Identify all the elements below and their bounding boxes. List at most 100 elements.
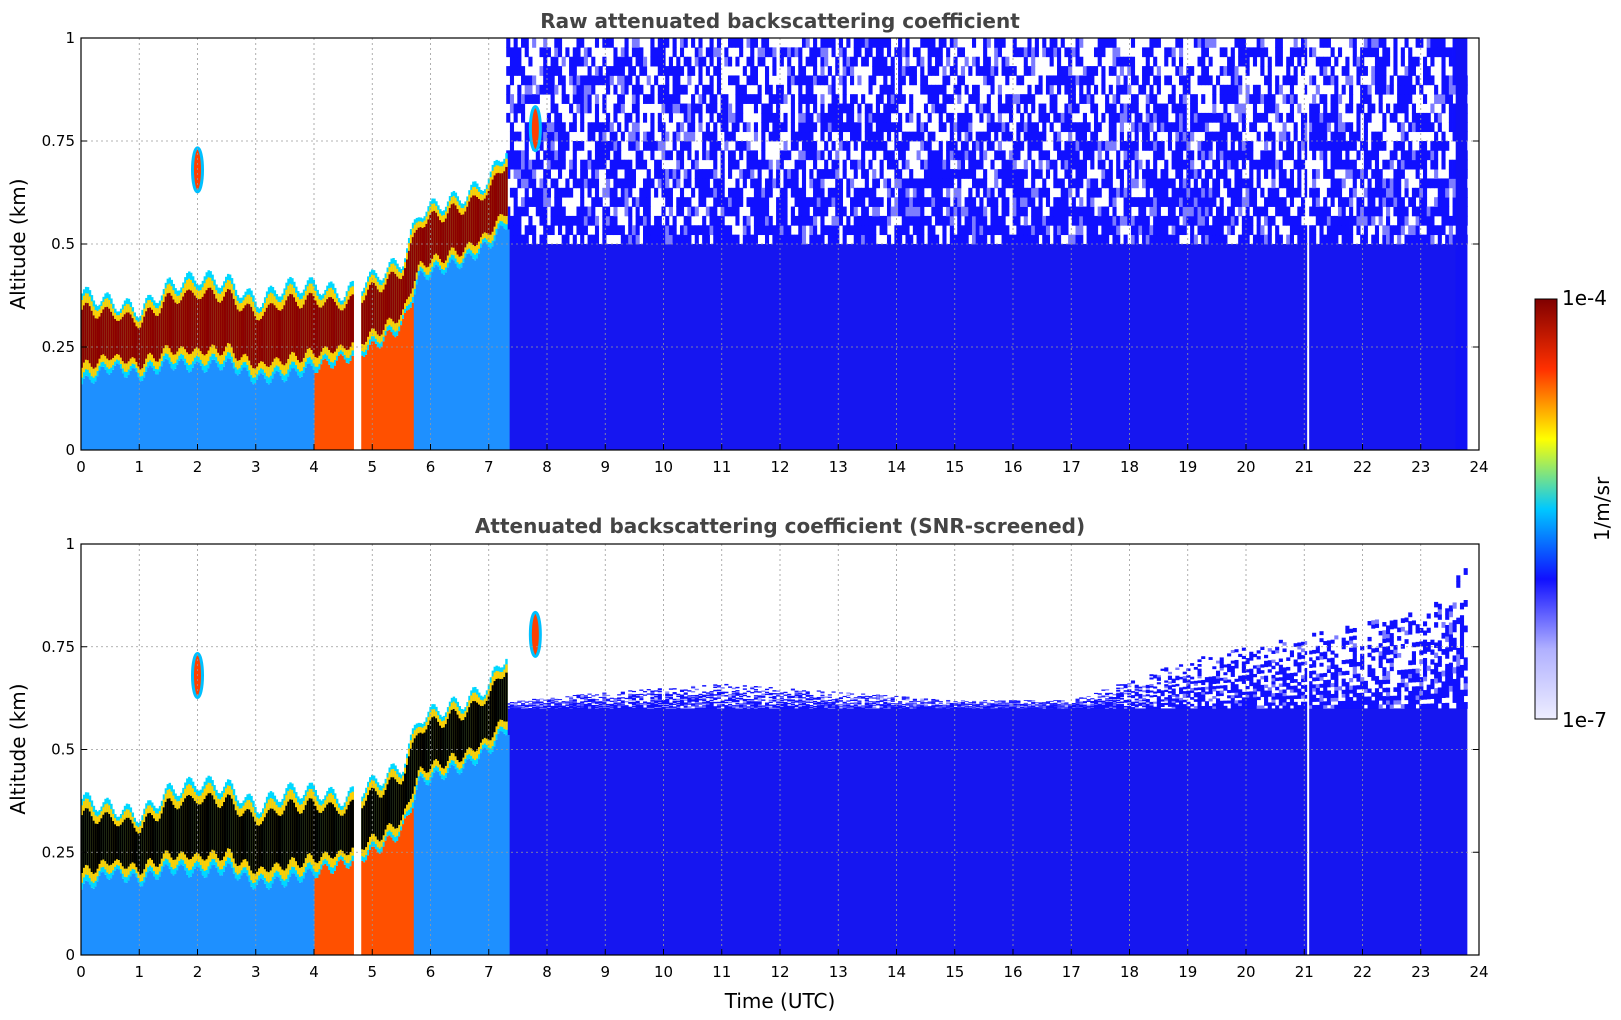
noise-cell <box>624 697 629 700</box>
noise-cell <box>683 103 688 114</box>
noise-cell <box>539 159 544 170</box>
y-tick-label: 0.75 <box>42 132 75 150</box>
noise-cell <box>1400 150 1405 161</box>
noise-cell <box>1215 178 1221 189</box>
noise-cell <box>1057 84 1062 95</box>
layer-core <box>112 315 115 358</box>
noise-cell <box>831 112 836 123</box>
layer-core <box>394 273 397 324</box>
noise-cell <box>1167 206 1173 217</box>
noise-cell <box>631 690 637 693</box>
noise-cell <box>953 56 958 67</box>
noise-cell <box>853 234 858 245</box>
noise-cell <box>1415 206 1420 217</box>
noise-cell <box>1034 234 1039 245</box>
surface-aerosol <box>86 376 90 450</box>
noise-cell <box>1071 84 1076 95</box>
noise-cell <box>580 112 585 123</box>
noise-cell <box>1386 103 1391 114</box>
surface-aerosol <box>332 368 335 450</box>
noise-cell <box>946 178 951 189</box>
noise-cell <box>1419 122 1424 133</box>
noise-cell <box>521 706 526 708</box>
noise-cell <box>735 103 740 114</box>
noise-cell <box>1337 141 1343 151</box>
surface-aerosol <box>143 377 146 450</box>
noise-cell <box>672 234 677 245</box>
noise-cell <box>768 178 773 189</box>
noise-cell <box>546 225 551 236</box>
noise-cell <box>801 206 807 217</box>
noise-cell <box>1422 159 1428 170</box>
noise-cell <box>920 234 925 245</box>
noise-cell <box>898 112 903 123</box>
noise-cell <box>1389 197 1394 207</box>
noise-cell <box>1293 215 1298 226</box>
noise-cell <box>550 706 555 708</box>
noise-cell <box>668 234 673 245</box>
y-tick-label: 0 <box>65 441 75 459</box>
noise-cell <box>1278 206 1283 217</box>
noise-cell <box>846 66 851 76</box>
noise-cell <box>757 225 762 236</box>
noise-cell <box>1445 187 1450 198</box>
noise-cell <box>509 234 515 245</box>
noise-cell <box>1175 141 1180 151</box>
noise-cell <box>735 159 740 170</box>
noise-cell <box>1371 234 1376 245</box>
noise-cell <box>1230 94 1235 104</box>
noise-cell <box>639 66 644 76</box>
noise-cell <box>1167 131 1173 142</box>
noise-cell <box>753 75 758 86</box>
noise-cell <box>546 150 551 161</box>
noise-cell <box>591 131 596 142</box>
noise-cell <box>716 234 722 245</box>
noise-cell <box>1304 178 1309 189</box>
noise-cell <box>1186 159 1191 170</box>
noise-cell <box>824 206 829 217</box>
noise-cell <box>1079 234 1084 245</box>
noise-cell <box>513 47 518 58</box>
noise-cell <box>524 197 529 207</box>
noise-cell <box>1367 159 1372 170</box>
layer-core <box>263 311 267 364</box>
noise-cell <box>1238 84 1243 95</box>
noise-cell <box>1156 141 1161 151</box>
noise-cell <box>646 706 651 708</box>
noise-cell <box>635 694 640 696</box>
noise-cell <box>631 47 637 58</box>
layer-core <box>437 216 440 256</box>
noise-cell <box>646 169 651 179</box>
noise-cell <box>550 702 555 704</box>
noise-cell <box>920 178 925 189</box>
noise-cell <box>912 47 917 58</box>
noise-cell <box>1404 215 1409 226</box>
noise-cell <box>883 225 888 236</box>
noise-cell <box>1020 234 1025 245</box>
surface-aerosol <box>287 376 290 450</box>
noise-cell <box>1234 150 1239 161</box>
noise-cell <box>572 141 577 151</box>
noise-cell <box>764 122 770 133</box>
noise-cell <box>513 66 518 76</box>
noise-cell <box>1167 94 1173 104</box>
noise-cell <box>1171 234 1176 245</box>
noise-cell <box>587 696 592 699</box>
noise-cell <box>609 169 614 179</box>
noise-cell <box>631 178 637 189</box>
noise-cell <box>1175 112 1180 123</box>
noise-cell <box>890 187 895 198</box>
noise-cell <box>1330 197 1335 207</box>
noise-cell <box>569 122 574 133</box>
noise-cell <box>583 696 588 698</box>
noise-cell <box>635 705 640 708</box>
noise-cell <box>628 699 633 701</box>
noise-cell <box>816 234 821 245</box>
noise-cell <box>594 150 600 161</box>
noise-cell <box>960 141 966 151</box>
surface-aerosol <box>310 365 314 450</box>
noise-cell <box>646 75 651 86</box>
noise-cell <box>1215 112 1221 123</box>
layer-core <box>376 289 380 335</box>
noise-cell <box>1393 197 1398 207</box>
